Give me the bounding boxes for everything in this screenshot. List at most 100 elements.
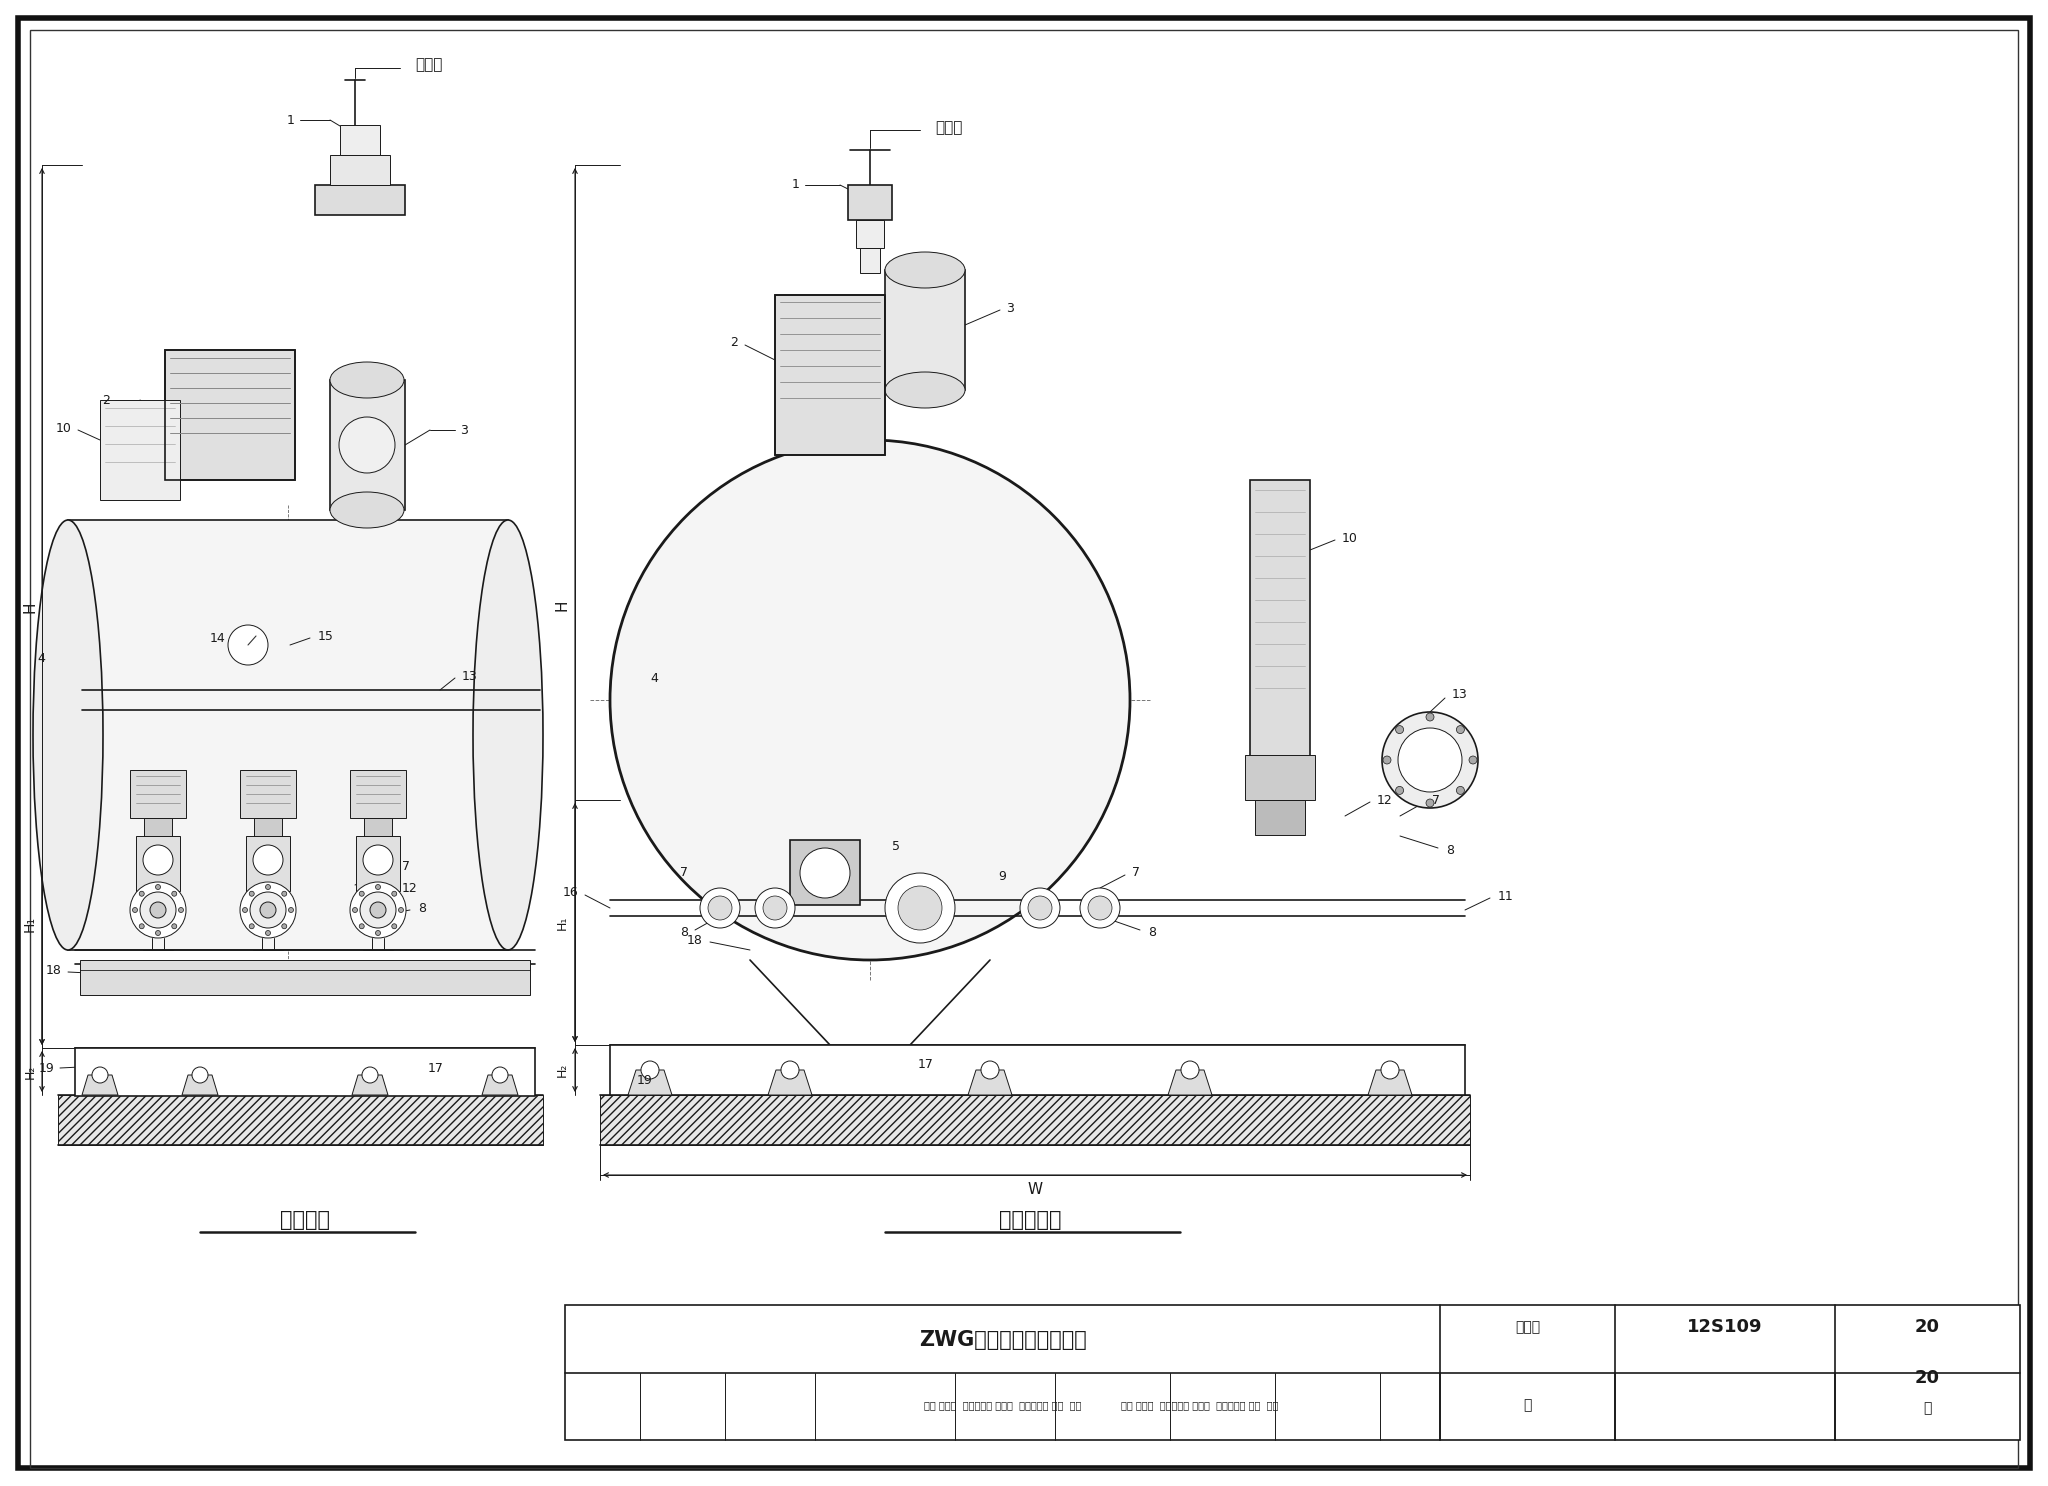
Polygon shape bbox=[768, 1070, 811, 1095]
Bar bbox=[166, 351, 295, 480]
Text: 7: 7 bbox=[401, 859, 410, 872]
Bar bbox=[76, 1048, 535, 1097]
Bar bbox=[143, 817, 172, 837]
Bar bbox=[860, 248, 881, 273]
Bar bbox=[565, 1305, 2019, 1440]
Circle shape bbox=[283, 924, 287, 929]
Text: 10: 10 bbox=[55, 422, 72, 434]
Circle shape bbox=[897, 886, 942, 930]
Circle shape bbox=[289, 908, 293, 912]
Bar bbox=[330, 155, 389, 184]
Circle shape bbox=[492, 1067, 508, 1083]
Text: H₂: H₂ bbox=[23, 1065, 37, 1079]
Bar bbox=[330, 380, 406, 510]
Text: 4: 4 bbox=[649, 672, 657, 685]
Bar bbox=[600, 1095, 1470, 1146]
Text: 9: 9 bbox=[997, 869, 1006, 883]
Text: 进水口: 进水口 bbox=[416, 58, 442, 73]
Bar bbox=[774, 296, 885, 455]
Circle shape bbox=[1399, 728, 1462, 792]
Bar bbox=[129, 770, 186, 817]
Text: H₁: H₁ bbox=[23, 915, 37, 932]
Text: 审核 管永涛  李如琦校对 蒋晓红  茹晓红设计 白刚  包图: 审核 管永涛 李如琦校对 蒋晓红 茹晓红设计 白刚 包图 bbox=[924, 1400, 1081, 1410]
Circle shape bbox=[133, 908, 137, 912]
Circle shape bbox=[981, 1061, 999, 1079]
Bar bbox=[166, 351, 295, 480]
Polygon shape bbox=[969, 1070, 1012, 1095]
Bar bbox=[1255, 799, 1305, 835]
Ellipse shape bbox=[330, 363, 403, 398]
Bar bbox=[848, 184, 893, 220]
Circle shape bbox=[240, 883, 297, 938]
Bar bbox=[68, 520, 508, 950]
Text: 17: 17 bbox=[918, 1058, 934, 1070]
Bar bbox=[856, 220, 885, 248]
Text: 页: 页 bbox=[1524, 1398, 1532, 1412]
Circle shape bbox=[350, 883, 406, 938]
Circle shape bbox=[358, 892, 365, 896]
Circle shape bbox=[1395, 725, 1403, 734]
Text: 19: 19 bbox=[637, 1073, 651, 1086]
Circle shape bbox=[139, 924, 143, 929]
Circle shape bbox=[1182, 1061, 1198, 1079]
Circle shape bbox=[139, 892, 176, 927]
Circle shape bbox=[360, 892, 395, 927]
Circle shape bbox=[764, 896, 786, 920]
Circle shape bbox=[1380, 1061, 1399, 1079]
Circle shape bbox=[150, 902, 166, 918]
Circle shape bbox=[340, 418, 395, 473]
Text: 12: 12 bbox=[1376, 794, 1393, 807]
Text: 2: 2 bbox=[731, 336, 737, 349]
Bar bbox=[57, 1095, 543, 1146]
Text: H: H bbox=[555, 599, 569, 611]
Circle shape bbox=[362, 846, 393, 875]
Text: 2: 2 bbox=[102, 394, 111, 407]
Circle shape bbox=[227, 626, 268, 666]
Text: 20: 20 bbox=[1915, 1369, 1939, 1386]
Circle shape bbox=[143, 846, 172, 875]
Text: 7: 7 bbox=[680, 866, 688, 880]
Text: 4: 4 bbox=[37, 651, 45, 664]
Circle shape bbox=[1087, 896, 1112, 920]
Circle shape bbox=[172, 892, 176, 896]
Ellipse shape bbox=[33, 520, 102, 950]
Text: 12: 12 bbox=[401, 881, 418, 895]
Text: 17: 17 bbox=[428, 1061, 444, 1074]
Text: 10: 10 bbox=[1341, 532, 1358, 544]
Circle shape bbox=[156, 884, 160, 890]
Bar bbox=[340, 125, 381, 155]
Circle shape bbox=[362, 1067, 379, 1083]
Bar bbox=[315, 184, 406, 215]
Circle shape bbox=[250, 924, 254, 929]
Text: W: W bbox=[1028, 1183, 1042, 1198]
Text: 5: 5 bbox=[893, 840, 899, 853]
Ellipse shape bbox=[330, 492, 403, 528]
Text: 3: 3 bbox=[1006, 302, 1014, 315]
Polygon shape bbox=[182, 1074, 217, 1095]
Circle shape bbox=[801, 849, 850, 898]
Circle shape bbox=[242, 908, 248, 912]
Bar bbox=[135, 837, 180, 892]
Text: 13: 13 bbox=[1452, 688, 1468, 701]
Circle shape bbox=[1456, 786, 1464, 795]
Text: 19: 19 bbox=[39, 1061, 53, 1074]
Text: 18: 18 bbox=[688, 933, 702, 947]
Circle shape bbox=[92, 1067, 109, 1083]
Circle shape bbox=[391, 892, 397, 896]
Circle shape bbox=[709, 896, 731, 920]
Circle shape bbox=[610, 440, 1130, 960]
Text: 8: 8 bbox=[1149, 926, 1155, 939]
Circle shape bbox=[193, 1067, 209, 1083]
Circle shape bbox=[1382, 712, 1479, 808]
Text: 13: 13 bbox=[463, 670, 477, 682]
Circle shape bbox=[391, 924, 397, 929]
Circle shape bbox=[250, 892, 287, 927]
Bar bbox=[774, 296, 885, 455]
Circle shape bbox=[1020, 889, 1061, 927]
Circle shape bbox=[1079, 889, 1120, 927]
Circle shape bbox=[254, 846, 283, 875]
Bar bbox=[365, 817, 391, 837]
Text: 审核 管永涛  李如琦校对 蒋晓红  茹晓红设计 白刚  包图: 审核 管永涛 李如琦校对 蒋晓红 茹晓红设计 白刚 包图 bbox=[1122, 1400, 1278, 1410]
Ellipse shape bbox=[885, 253, 965, 288]
Circle shape bbox=[399, 908, 403, 912]
